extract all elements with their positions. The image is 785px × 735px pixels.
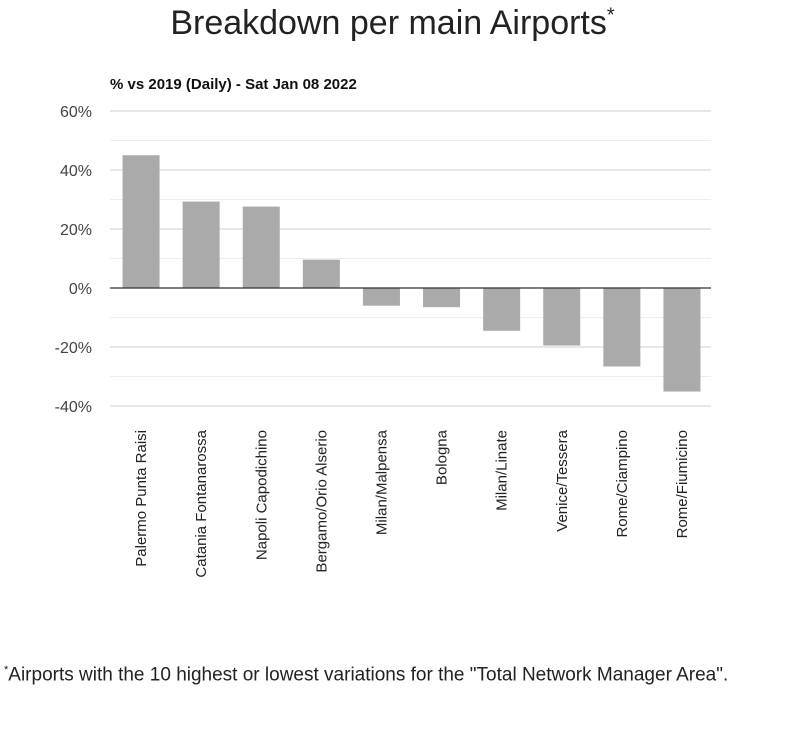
y-tick-label: 0%	[69, 281, 92, 298]
y-tick-label: -20%	[55, 340, 92, 357]
bar	[423, 288, 461, 308]
x-tick-label: Bergamo/Orio Alserio	[313, 430, 330, 573]
y-tick-label: 20%	[60, 222, 92, 239]
footnote: *Airports with the 10 highest or lowest …	[4, 664, 729, 686]
y-tick-label: -40%	[55, 399, 92, 416]
x-tick-label: Bologna	[434, 429, 451, 485]
bar	[663, 288, 701, 392]
bar-chart: 60% 40% 20% 0% -20% -40% Palermo Punta Raisi Ca…	[55, 104, 711, 578]
bar	[302, 259, 340, 288]
bar	[603, 288, 641, 367]
x-tick-label: Milan/Malpensa	[373, 429, 390, 535]
x-tick-label: Catania Fontanarossa	[193, 429, 210, 577]
bar	[483, 288, 521, 331]
bar	[543, 288, 581, 346]
chart-subtitle: % vs 2019 (Daily) - Sat Jan 08 2022	[110, 76, 357, 93]
bar	[122, 155, 160, 288]
x-tick-label: Napoli Capodichino	[253, 430, 270, 560]
chart-title: Breakdown per main Airports*	[170, 4, 615, 42]
x-tick-label: Palermo Punta Raisi	[133, 430, 150, 567]
bar	[242, 206, 280, 288]
x-tick-label: Rome/Fiumicino	[674, 430, 691, 538]
x-tick-label: Venice/Tessera	[554, 429, 571, 531]
y-tick-label: 60%	[60, 104, 92, 121]
bar	[362, 288, 400, 306]
x-tick-label: Milan/Linate	[494, 430, 511, 511]
bar	[182, 201, 220, 288]
x-tick-label: Rome/Ciampino	[614, 430, 631, 538]
y-tick-label: 40%	[60, 163, 92, 180]
